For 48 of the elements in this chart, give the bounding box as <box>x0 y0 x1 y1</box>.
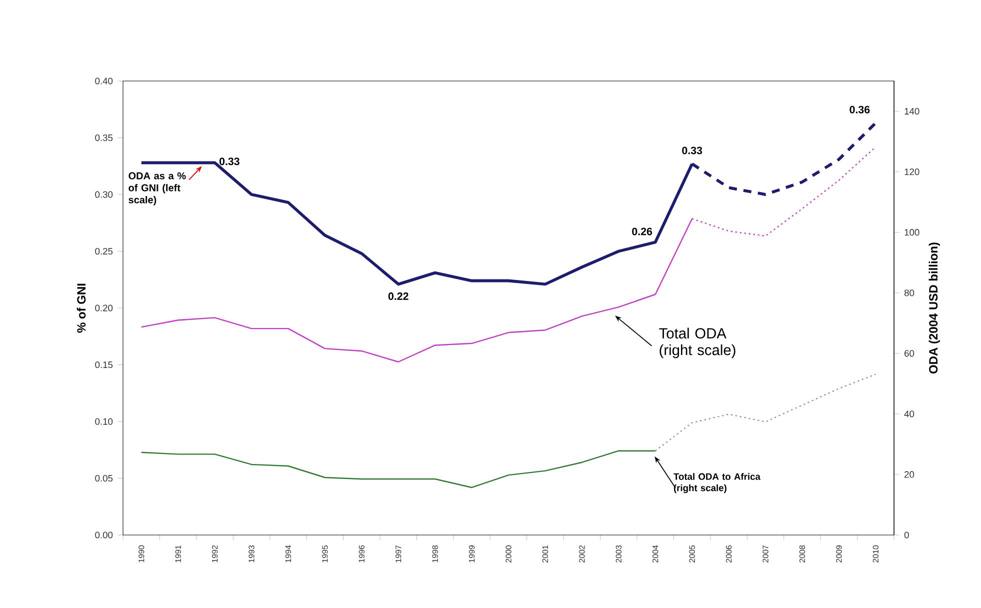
y-tick-label: 0.25 <box>95 248 113 255</box>
text: Total ODA (right scale) <box>659 328 736 358</box>
x-tick-label: 2001 <box>542 545 548 562</box>
x-tick-label: 2006 <box>726 545 732 562</box>
series-label: ODA as a % of GNI (left scale) <box>128 172 186 206</box>
annotation: 0.22 <box>388 292 408 300</box>
x-tick-label: 1997 <box>396 545 402 562</box>
y-tick-label: 0.10 <box>95 418 113 425</box>
x-tick-label: 1993 <box>248 545 254 562</box>
y2-axis-title: ODA (2004 USD billion) <box>928 242 940 374</box>
text: Total ODA to Africa (right scale) <box>674 473 760 494</box>
x-tick-label: 2000 <box>506 545 512 562</box>
x-tick-label: 1996 <box>358 545 364 562</box>
annotation: 0.33 <box>219 158 240 166</box>
y-tick-label: 0.05 <box>95 474 113 482</box>
x-tick-label: 1992 <box>212 545 218 562</box>
x-tick-label: 1991 <box>175 545 181 562</box>
x-tick-label: 2007 <box>762 545 768 562</box>
y2-tick-label: 120 <box>904 168 920 176</box>
y-tick-label: 0.40 <box>95 78 113 84</box>
x-tick-label: 2004 <box>652 545 658 562</box>
x-tick-label: 2005 <box>689 545 695 562</box>
y2-tick-label: 40 <box>904 410 914 418</box>
y2-tick-label: 60 <box>904 350 914 357</box>
y2-tick-label: 140 <box>904 108 920 115</box>
y-axis-title: % of GNI <box>76 284 86 333</box>
y-tick-label: 0.00 <box>95 532 113 538</box>
x-tick-label: 2010 <box>872 545 878 562</box>
x-tick-label: 1998 <box>432 545 438 562</box>
x-tick-label: 1995 <box>322 545 328 562</box>
x-tick-label: 2003 <box>616 545 622 562</box>
y-tick-label: 0.30 <box>95 191 113 198</box>
x-tick-label: 1994 <box>285 545 292 562</box>
y2-tick-label: 80 <box>904 290 914 296</box>
y-tick-label: 0.15 <box>95 361 113 368</box>
y2-tick-label: 100 <box>904 229 920 236</box>
y2-tick-label: 0 <box>904 532 909 538</box>
x-tick-label: 1999 <box>468 545 475 562</box>
y-tick-label: 0.35 <box>95 134 113 142</box>
x-tick-label: 1990 <box>138 545 144 562</box>
y-tick-label: 0.20 <box>95 304 113 312</box>
x-tick-label: 2002 <box>579 545 585 562</box>
y2-tick-label: 20 <box>904 471 914 478</box>
annotation: 0.33 <box>682 146 702 154</box>
annotation: 0.36 <box>850 106 870 114</box>
x-tick-label: 2009 <box>836 545 842 562</box>
annotation: 0.26 <box>632 228 652 236</box>
x-tick-label: 2008 <box>799 545 806 562</box>
